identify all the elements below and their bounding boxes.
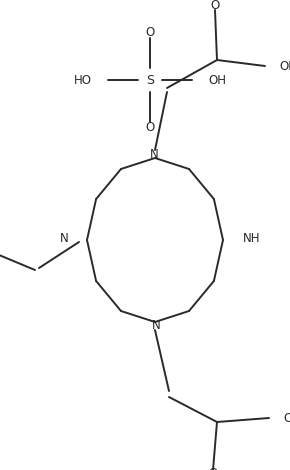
Text: N: N xyxy=(150,148,158,161)
Text: O: O xyxy=(145,121,155,134)
Text: O: O xyxy=(209,467,218,470)
Text: O: O xyxy=(210,0,220,12)
Text: N: N xyxy=(152,319,160,332)
Text: OH: OH xyxy=(283,412,290,424)
Text: OH: OH xyxy=(208,73,226,86)
Text: HO: HO xyxy=(74,73,92,86)
Text: OH: OH xyxy=(279,60,290,72)
Text: S: S xyxy=(146,73,154,86)
Text: N: N xyxy=(60,232,69,244)
Text: O: O xyxy=(145,26,155,39)
Text: NH: NH xyxy=(243,232,260,244)
